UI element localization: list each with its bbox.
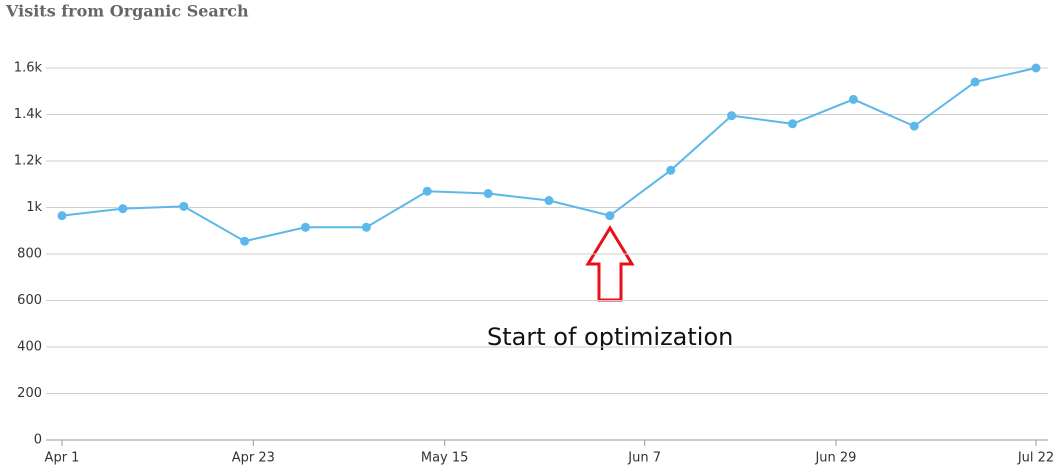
data-point (909, 121, 919, 131)
data-point (118, 204, 128, 214)
data-point (1031, 63, 1041, 73)
data-point (483, 189, 493, 199)
data-point (179, 201, 189, 211)
x-tick-label: Apr 23 (232, 451, 275, 466)
annotation-arrow (585, 225, 635, 302)
x-tick-label: Jun 29 (814, 451, 856, 466)
chart-title: Visits from Organic Search (5, 2, 249, 21)
data-point (788, 119, 797, 129)
data-point (666, 165, 676, 175)
x-tick-label: Jul 22 (1017, 451, 1054, 466)
y-tick-label: 800 (17, 247, 42, 262)
data-point (544, 196, 554, 206)
annotation: Start of optimization (487, 323, 733, 351)
data-point (57, 211, 67, 221)
data-point (422, 186, 432, 196)
x-tick-label: Jun 7 (627, 451, 661, 466)
x-tick-label: Apr 1 (45, 451, 80, 466)
data-point (605, 211, 615, 221)
y-tick-label: 0 (34, 433, 42, 448)
data-point (848, 94, 858, 104)
y-tick-label: 1.2k (14, 154, 43, 169)
y-tick-label: 200 (17, 386, 42, 401)
series-line (61, 67, 1037, 243)
y-tick-label: 600 (17, 293, 42, 308)
data-point (361, 222, 371, 232)
y-tick-label: 400 (17, 340, 42, 355)
data-point (970, 77, 980, 87)
data-point (240, 236, 250, 246)
data-point (301, 222, 310, 232)
y-tick-label: 1k (26, 200, 42, 215)
y-tick-label: 1.4k (14, 107, 43, 122)
data-point (727, 111, 737, 121)
x-tick-label: May 15 (421, 451, 469, 466)
y-tick-label: 1.6k (14, 61, 43, 76)
